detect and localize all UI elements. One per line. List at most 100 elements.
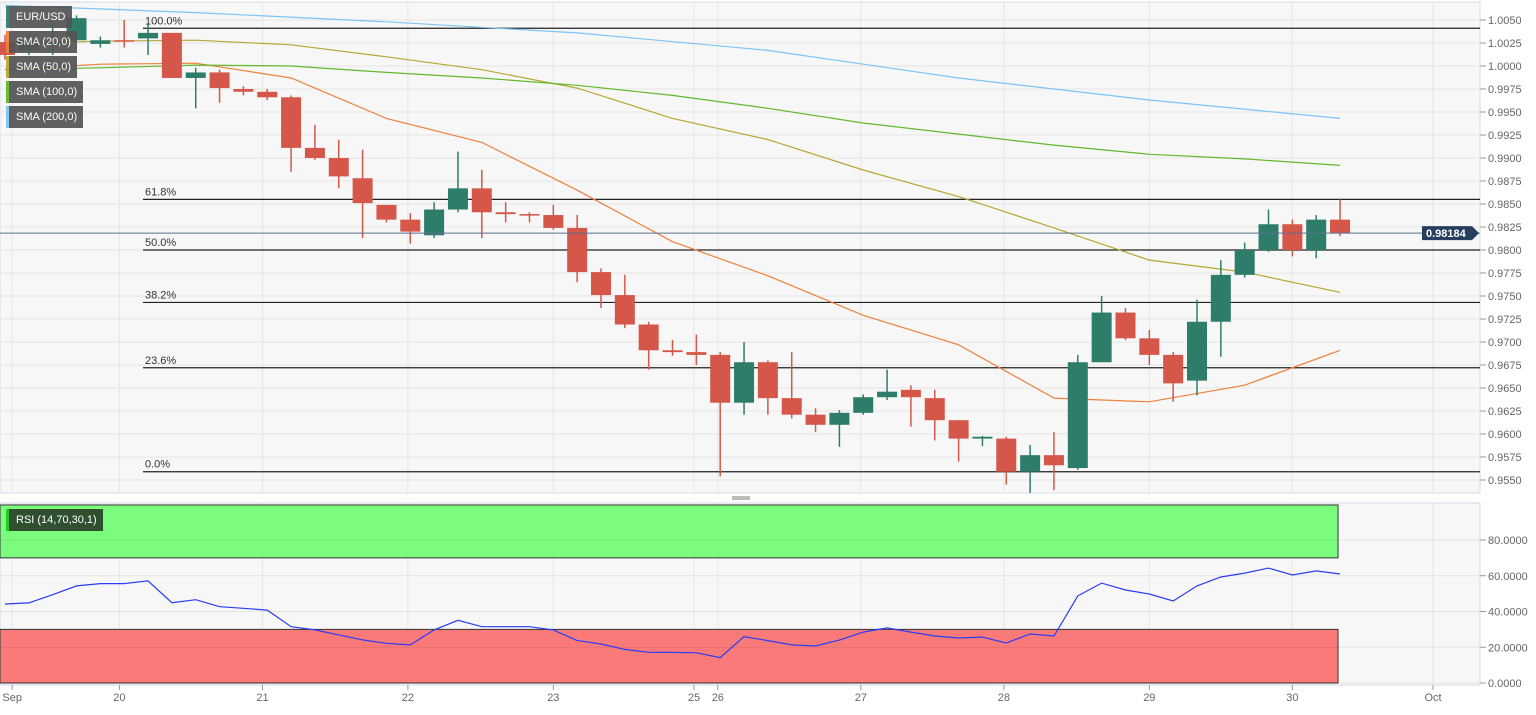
fib-level-label: 23.6%	[145, 355, 176, 367]
candle	[328, 139, 349, 189]
candle-body	[1258, 224, 1279, 250]
candle	[853, 394, 874, 415]
candle	[757, 360, 778, 415]
candle-body	[591, 272, 611, 296]
y-tick-label: 0.9875	[1488, 176, 1522, 188]
candle	[1067, 354, 1088, 470]
candle	[1306, 215, 1327, 259]
candle-body	[1282, 224, 1303, 250]
rsi-y-tick-label: 40.0000	[1488, 607, 1528, 619]
candle	[1234, 242, 1255, 278]
candle-body	[567, 227, 588, 273]
candle	[734, 342, 755, 415]
candle	[781, 352, 802, 419]
candle	[591, 268, 611, 308]
x-tick-label: 27	[855, 692, 867, 704]
last-price-label: 0.98184	[1426, 228, 1467, 240]
candle-body	[90, 40, 111, 44]
candle	[1330, 199, 1351, 237]
candle	[90, 36, 111, 48]
legend-sma200[interactable]: SMA (200,0)	[6, 106, 84, 128]
candle	[376, 204, 397, 223]
candle-body	[1139, 338, 1160, 355]
candle-body	[924, 398, 945, 421]
legend-sma20[interactable]: SMA (20,0)	[6, 31, 78, 53]
candle	[924, 389, 945, 441]
candle	[1210, 260, 1231, 357]
rsi-y-tick-label: 80.0000	[1488, 535, 1528, 547]
candle	[1282, 219, 1303, 257]
candle-body	[1163, 354, 1184, 384]
candle	[1020, 445, 1041, 493]
rsi-line	[4, 567, 1341, 659]
candle-body	[757, 362, 778, 399]
candle	[567, 215, 588, 283]
candle	[1091, 296, 1112, 363]
y-tick-label: 0.9900	[1488, 153, 1522, 165]
candle	[614, 274, 635, 329]
candle-body	[185, 72, 206, 78]
candle	[257, 89, 278, 101]
candle	[996, 436, 1017, 485]
rsi-overbought-zone	[0, 504, 1339, 559]
candle	[185, 67, 206, 109]
candle-body	[710, 354, 731, 403]
candle-body	[1330, 219, 1351, 234]
y-tick-label: 0.9550	[1488, 475, 1522, 487]
candle-body	[281, 97, 302, 148]
candle	[1115, 307, 1136, 341]
y-tick-label: 1.0000	[1488, 61, 1522, 73]
candle-body	[400, 219, 421, 232]
legend-symbol[interactable]: EUR/USD	[6, 6, 72, 28]
sma-line	[4, 64, 1341, 166]
y-tick-label: 0.9625	[1488, 406, 1522, 418]
candle	[424, 202, 445, 239]
y-tick-label: 0.9600	[1488, 429, 1522, 441]
candle	[519, 212, 540, 223]
fib-level-label: 61.8%	[145, 186, 176, 198]
candle	[400, 213, 421, 244]
y-tick-label: 0.9825	[1488, 222, 1522, 234]
chart-legend: EUR/USD SMA (20,0) SMA (50,0) SMA (100,0…	[6, 6, 84, 131]
fib-level-label: 0.0%	[145, 459, 170, 471]
pane-resize-handle[interactable]	[732, 496, 750, 500]
candle-body	[829, 412, 850, 425]
rsi-oversold-zone	[0, 628, 1339, 684]
candle	[233, 86, 254, 96]
candle-body	[662, 350, 683, 353]
y-tick-label: 0.9575	[1488, 452, 1522, 464]
fib-level-label: 100.0%	[145, 15, 183, 27]
rsi-legend[interactable]: RSI (14,70,30,1)	[6, 509, 103, 531]
y-tick-label: 0.9850	[1488, 199, 1522, 211]
candle	[543, 204, 564, 230]
last-price-tag	[1422, 226, 1479, 241]
candle-body	[1067, 362, 1088, 469]
y-tick-label: 0.9950	[1488, 107, 1522, 119]
candle-body	[1115, 312, 1136, 339]
candle	[1139, 330, 1160, 365]
candle-body	[1043, 455, 1064, 466]
legend-sma50[interactable]: SMA (50,0)	[6, 56, 78, 78]
candle-body	[781, 398, 802, 415]
rsi-y-tick-label: 0.0000	[1488, 678, 1522, 690]
candle-body	[519, 214, 540, 216]
x-tick-label: 21	[256, 692, 268, 704]
candle-body	[734, 362, 755, 403]
candle	[161, 32, 182, 78]
candle-body	[614, 295, 635, 325]
candle-body	[424, 209, 445, 236]
candle	[638, 321, 659, 370]
candle-body	[1210, 274, 1231, 322]
x-tick-label: 25	[688, 692, 700, 704]
legend-sma100[interactable]: SMA (100,0)	[6, 81, 84, 103]
candle-body	[257, 91, 278, 98]
x-tick-label: 29	[1143, 692, 1155, 704]
y-tick-label: 0.9750	[1488, 291, 1522, 303]
candle-body	[853, 397, 874, 413]
y-tick-label: 1.0050	[1488, 15, 1522, 27]
y-tick-label: 0.9650	[1488, 383, 1522, 395]
candle-body	[138, 32, 159, 39]
candle	[304, 124, 325, 160]
x-tick-label: 26	[712, 692, 724, 704]
